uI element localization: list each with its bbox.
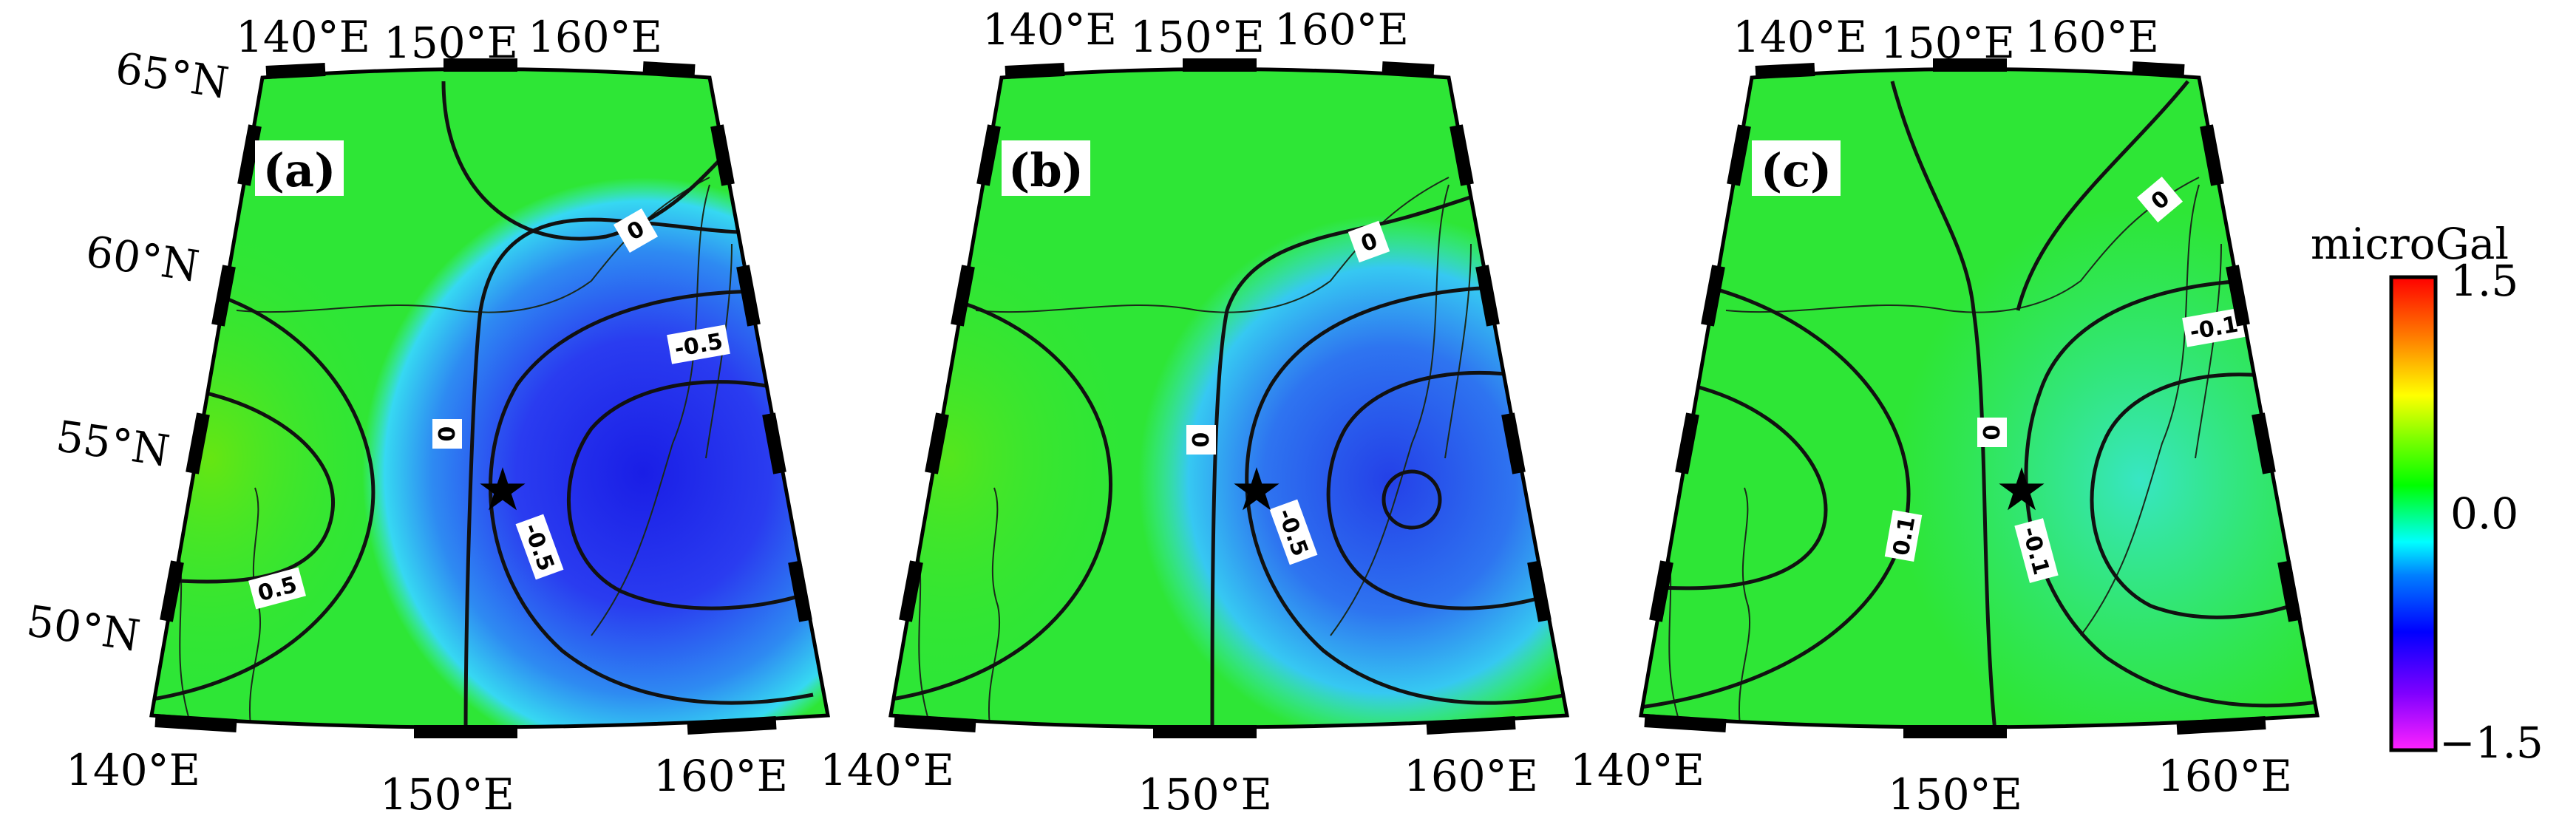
tick-label-top: 150°E [384,18,518,68]
colorbar-unit: microGal [2311,219,2509,269]
panel-c: 0 0 -0.1 0.1 -0.1 ★ (c) [1639,58,2320,738]
panel-b-map-field: 0 0 -0.5 ★ [891,69,1567,727]
longitude-tick-labels: 140°E 150°E 160°E 140°E 150°E 160°E 140°… [66,4,2292,820]
panel-a-contour-labels: 0 0 -0.5 -0.5 0.5 [248,208,730,610]
panel-b-label: (b) [1008,143,1084,197]
panel-c-label: (c) [1761,143,1832,197]
contour-label: 0 [1979,425,2005,440]
panel-b-frame-ticks [894,58,1552,738]
tick-label-top: 140°E [1733,12,1867,62]
tick-label-top: 150°E [1130,12,1265,62]
tick-label-bottom: 160°E [653,751,788,801]
tick-label-bottom: 140°E [820,745,954,795]
panel-b: 0 0 -0.5 ★ (b) [888,58,1569,738]
colorbar-mid-label: 0.0 [2450,489,2518,539]
colorbar-gradient [2389,275,2438,752]
tick-label-bottom: 150°E [1888,769,2022,820]
star-icon: ★ [1995,455,2048,524]
tick-label-bottom: 140°E [66,745,200,795]
star-icon: ★ [476,455,529,524]
contour-label: 0 [435,426,461,442]
tick-label-bottom: 150°E [380,769,514,820]
panel-a-frame-ticks [154,58,812,738]
panel-a-map-field: 0 0 -0.5 -0.5 0.5 ★ [152,69,828,727]
tick-label-left: 65°N [112,43,232,109]
colorbar-max-label: 1.5 [2450,256,2518,306]
panel-a-label: (a) [263,143,336,197]
colorbar: microGal 1.5 0.0 −1.5 [2311,219,2543,768]
tick-label-top: 160°E [528,12,662,62]
panel-c-frame-ticks [1644,58,2302,738]
tick-label-top: 160°E [1274,4,1409,55]
contour-label: 0 [1189,432,1214,448]
panel-c-contour-labels: 0 0 -0.1 0.1 -0.1 [1884,177,2246,583]
tick-label-left: 55°N [53,411,173,477]
tick-label-bottom: 160°E [1404,751,1538,801]
panel-a: 0 0 -0.5 -0.5 0.5 ★ (a) [149,58,830,738]
colorbar-min-label: −1.5 [2439,718,2543,768]
tick-label-bottom: 150°E [1138,769,1272,820]
tick-label-top: 150°E [1880,18,2015,68]
tick-label-top: 140°E [982,4,1117,55]
tick-label-bottom: 160°E [2158,751,2292,801]
tick-label-top: 140°E [236,12,370,62]
tick-label-top: 160°E [2025,12,2159,62]
tick-label-left: 60°N [83,226,203,292]
tick-label-left: 50°N [24,596,143,661]
star-icon: ★ [1230,455,1283,524]
tick-label-bottom: 140°E [1570,745,1705,795]
